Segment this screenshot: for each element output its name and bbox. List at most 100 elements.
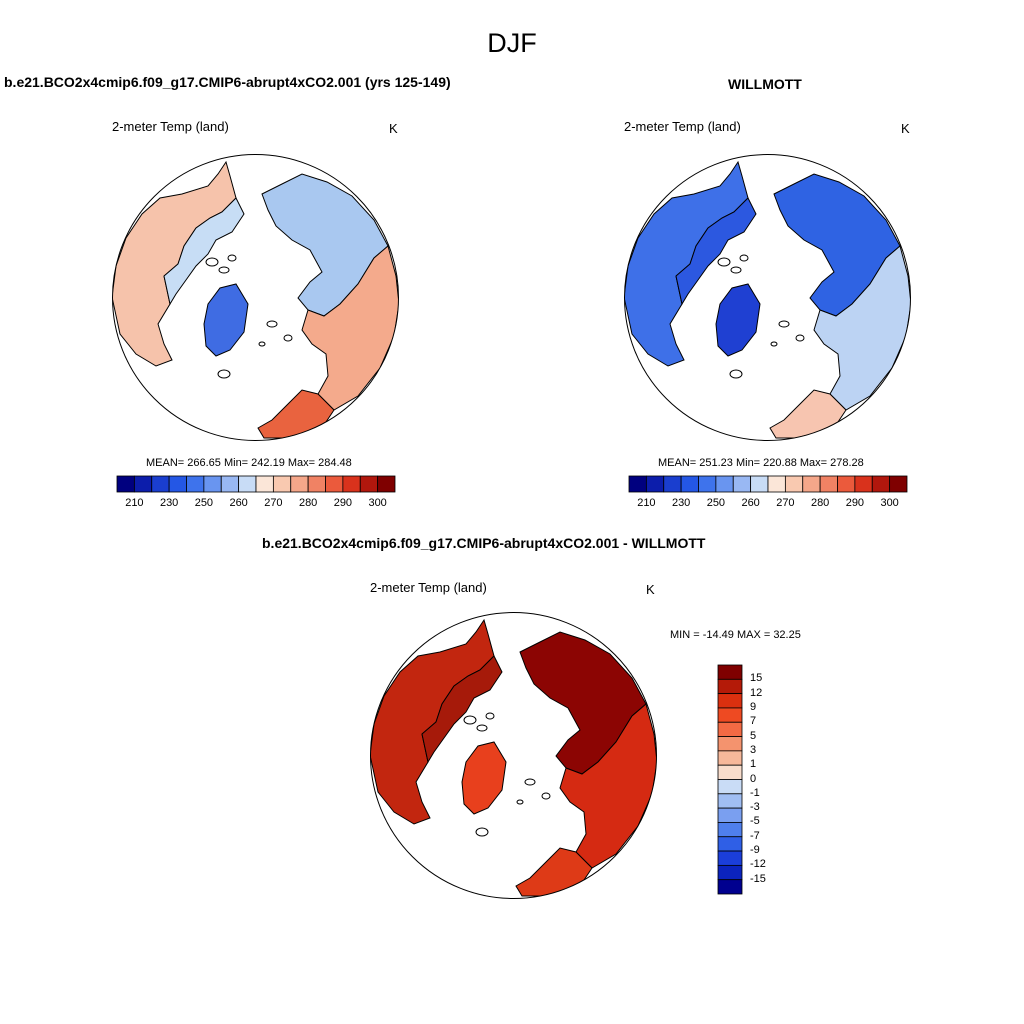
colorbar-swatch: [802, 475, 821, 493]
region-greenland: [715, 283, 761, 357]
colorbar-swatch: [151, 475, 170, 493]
island-outline: [476, 724, 488, 732]
region-canadian-arctic: [421, 655, 503, 764]
colorbar-tick-label: 1: [750, 758, 757, 771]
island-outline: [227, 254, 237, 262]
colorbar-tick-label: 270: [264, 497, 283, 509]
diff-polar-map: [370, 612, 657, 899]
colorbar-swatch: [717, 879, 743, 895]
model-variable-label: 2-meter Temp (land): [112, 119, 229, 134]
colorbar-swatch: [717, 793, 743, 809]
colorbar-swatch: [255, 475, 274, 493]
region-canadian-arctic: [163, 197, 245, 306]
island-outline: [217, 369, 231, 379]
colorbar-swatch: [290, 475, 309, 493]
island-outline: [778, 320, 790, 328]
colorbar-tick-label: 0: [750, 772, 757, 785]
island-outline: [475, 827, 489, 837]
colorbar-swatch: [168, 475, 187, 493]
colorbar-tick-label: 290: [333, 497, 353, 509]
colorbar-swatch: [307, 475, 326, 493]
colorbar-tick-label: 9: [750, 700, 757, 713]
obs-variable-label: 2-meter Temp (land): [624, 119, 741, 134]
colorbar-swatch: [717, 736, 743, 752]
colorbar-swatch: [663, 475, 682, 493]
model-stats: MEAN= 266.65 Min= 242.19 Max= 284.48: [146, 457, 352, 469]
colorbar-swatch: [717, 678, 743, 695]
colorbar-swatch: [359, 475, 379, 493]
island-outline: [283, 334, 293, 342]
colorbar-swatch: [186, 475, 205, 493]
diff-colorbar: [717, 664, 743, 895]
map-border: [624, 154, 911, 441]
colorbar-swatch: [717, 779, 743, 795]
region-europe: [769, 389, 847, 439]
colorbar-tick-label: 280: [298, 497, 318, 509]
colorbar-tick-label: 230: [671, 497, 691, 509]
colorbar-swatch: [717, 664, 743, 680]
figure-title: DJF: [487, 28, 537, 58]
colorbar-swatch: [272, 475, 292, 493]
colorbar-tick-label: 250: [194, 497, 214, 509]
colorbar-tick-label: 230: [159, 497, 179, 509]
diff-units-label: K: [646, 582, 655, 597]
colorbar-tick-label: -3: [750, 801, 760, 814]
island-outline: [730, 266, 742, 274]
colorbar-swatch: [628, 475, 647, 493]
region-canadian-arctic: [675, 197, 757, 306]
colorbar-swatch: [342, 475, 361, 493]
island-outline: [485, 712, 495, 720]
region-eurasia-south: [813, 245, 911, 411]
region-eurasia-south: [301, 245, 399, 411]
colorbar-tick-label: 260: [741, 497, 760, 509]
diff-stats: MIN = -14.49 MAX = 32.25: [670, 629, 801, 641]
diff-variable-label: 2-meter Temp (land): [370, 580, 487, 595]
island-outline: [729, 369, 743, 379]
colorbar-tick-label: 3: [750, 743, 757, 756]
model-colorbar: [116, 475, 396, 493]
colorbar-tick-label: 270: [776, 497, 795, 509]
colorbar-tick-label: 290: [845, 497, 865, 509]
colorbar-tick-label: 5: [750, 729, 757, 742]
colorbar-swatch: [819, 475, 838, 493]
colorbar-swatch: [854, 475, 873, 493]
colorbar-swatch: [732, 475, 752, 493]
colorbar-swatch: [837, 475, 856, 493]
colorbar-swatch: [680, 475, 699, 493]
model-polar-map: [112, 154, 399, 441]
colorbar-swatch: [715, 475, 734, 493]
colorbar-swatch: [717, 707, 743, 723]
colorbar-tick-label: -12: [750, 858, 766, 871]
colorbar-swatch: [717, 693, 743, 709]
colorbar-swatch: [220, 475, 240, 493]
colorbar-swatch: [698, 475, 717, 493]
colorbar-tick-label: 260: [229, 497, 248, 509]
model-colorbar-ticks: 210 230 250 260 270 280 290 300: [117, 497, 395, 511]
colorbar-tick-label: -9: [750, 844, 760, 857]
colorbar-swatch: [238, 475, 257, 493]
colorbar-tick-label: 12: [750, 686, 763, 699]
colorbar-swatch: [889, 475, 908, 493]
colorbar-swatch: [871, 475, 891, 493]
obs-units-label: K: [901, 121, 910, 136]
island-outline: [516, 799, 524, 805]
obs-panel-header: WILLMOTT: [728, 76, 802, 92]
island-outline: [258, 341, 266, 347]
region-greenland: [203, 283, 249, 357]
colorbar-swatch: [717, 721, 743, 737]
island-outline: [218, 266, 230, 274]
colorbar-swatch: [645, 475, 665, 493]
island-outline: [266, 320, 278, 328]
colorbar-tick-label: 210: [637, 497, 656, 509]
model-units-label: K: [389, 121, 398, 136]
obs-colorbar: [628, 475, 908, 493]
colorbar-swatch: [717, 850, 743, 866]
map-border: [112, 154, 399, 441]
obs-colorbar-ticks: 210 230 250 260 270 280 290 300: [629, 497, 907, 511]
diff-colorbar-ticks: 15 12 9 7 5 3 1 0 -1 -3 -5 -7 -9 -12 -15: [750, 665, 790, 894]
colorbar-swatch: [133, 475, 153, 493]
island-outline: [524, 778, 536, 786]
colorbar-swatch: [377, 475, 396, 493]
colorbar-swatch: [325, 475, 344, 493]
colorbar-swatch: [203, 475, 222, 493]
